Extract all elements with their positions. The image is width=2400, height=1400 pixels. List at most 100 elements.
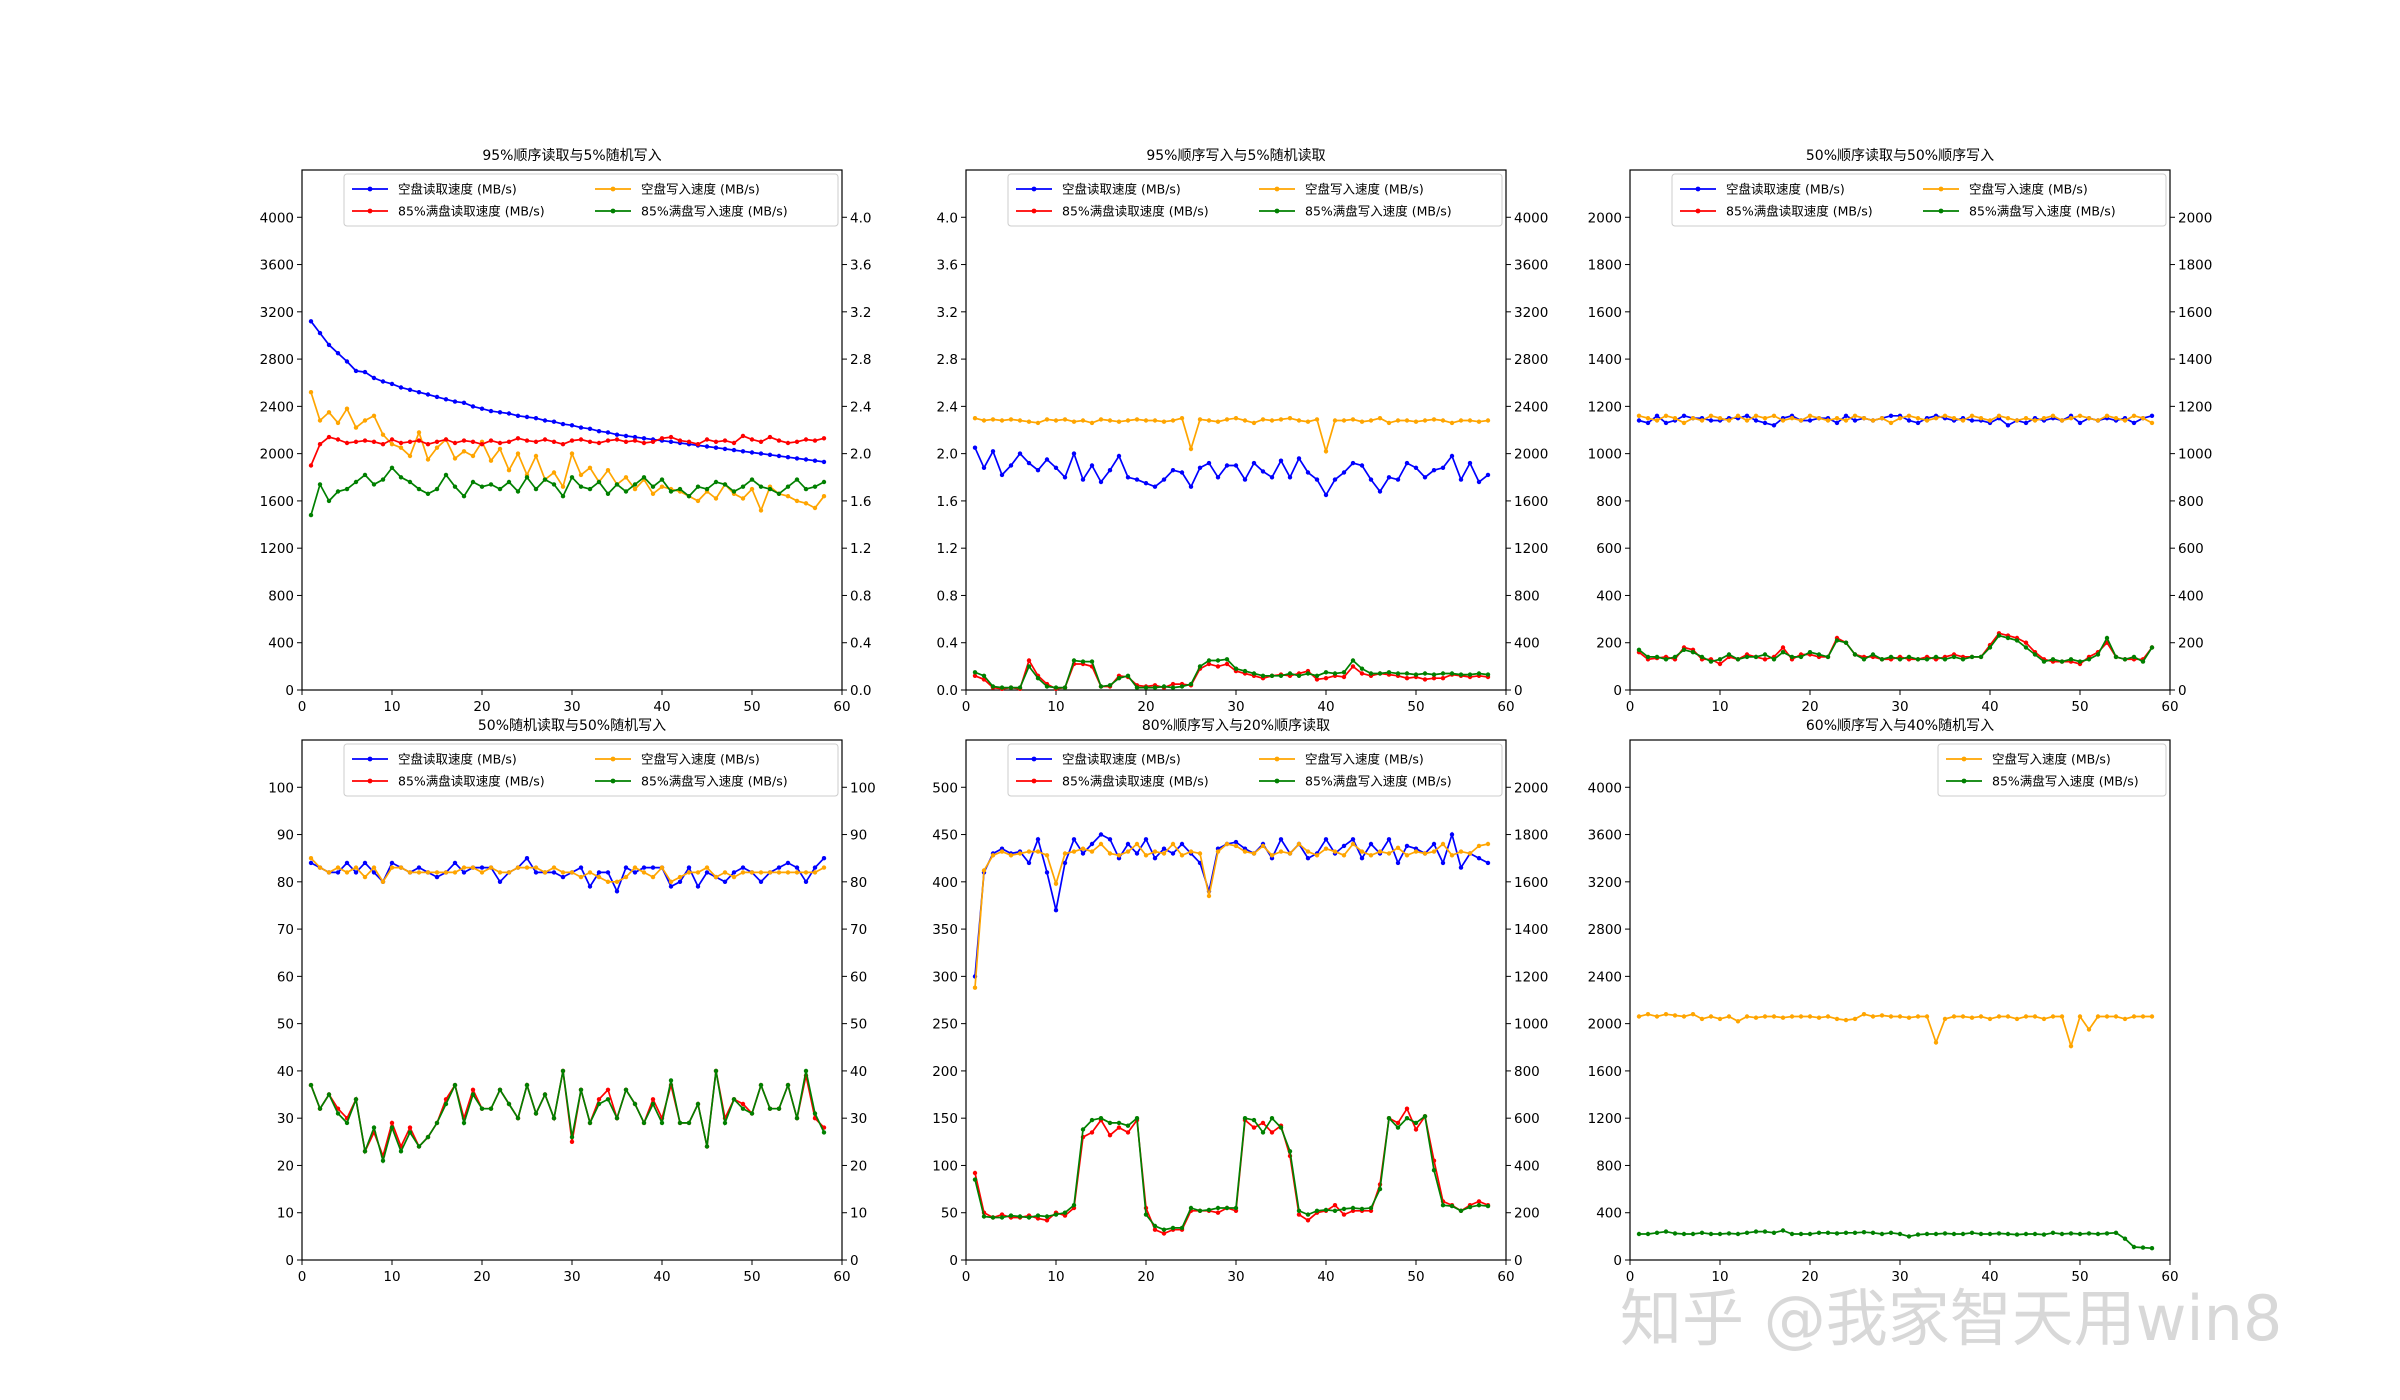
data-point [335,1111,341,1116]
data-point [2104,635,2110,641]
data-point [1834,1231,1840,1236]
data-point [1987,1231,1993,1237]
data-point [326,498,332,504]
legend-label: 空盘写入速度 (MB/s) [641,182,760,197]
data-point [1645,416,1651,421]
data-point [1906,654,1912,660]
data-point [452,870,458,875]
data-point [981,1214,987,1219]
data-point [1897,416,1903,421]
data-point [569,870,575,875]
y-tick-label: 2.0 [937,447,958,463]
data-point [2131,654,2137,660]
series-line [974,831,1489,977]
data-point [1089,1130,1095,1135]
series-line [974,658,1489,689]
data-point [794,865,800,870]
data-point [2014,418,2020,423]
data-point [1404,1116,1410,1121]
data-point [785,440,791,446]
data-point [2023,640,2029,645]
data-point [1143,418,1149,423]
data-point [1170,681,1176,687]
data-point [1663,420,1669,426]
data-point [1960,1231,1966,1237]
data-point [1762,652,1768,657]
data-point [1404,843,1410,849]
data-point [2059,418,2065,423]
data-point [1672,1013,1678,1018]
data-point [1170,841,1176,847]
data-point [560,1068,566,1074]
data-point [1314,417,1320,422]
y-tick-label: 0 [949,1253,958,1269]
data-point [380,1158,386,1163]
data-point [740,484,746,489]
data-point [2104,413,2110,418]
data-point [677,874,683,880]
data-point [2086,1231,2092,1236]
data-point [2059,1231,2065,1237]
data-point [1305,856,1311,861]
y2-tick-label: 4000 [1514,210,1548,226]
x-tick-label: 60 [833,1269,850,1285]
data-point [2050,1230,2056,1236]
data-point [1269,673,1275,678]
data-point [1287,851,1293,856]
data-point [1107,851,1113,856]
data-point [470,1092,476,1097]
data-point [551,419,557,424]
data-point [1017,451,1023,456]
legend: 空盘读取速度 (MB/s) 空盘写入速度 (MB/s) 85%满盘读取速度 (MB/… [343,743,839,797]
data-point [605,438,611,443]
y-tick-label: 250 [932,1017,958,1033]
data-point [1888,420,1894,426]
y-tick-label: 60 [277,969,294,985]
data-point [1242,418,1248,423]
data-point [767,486,773,492]
data-point [1807,413,1813,418]
data-point [1107,683,1113,688]
y2-tick-label: 100 [850,780,876,796]
data-point [1134,851,1140,856]
data-point [1933,1231,1939,1237]
data-point [1008,1213,1014,1218]
data-point [569,451,575,456]
data-point [1476,856,1482,861]
data-point [2041,416,2047,421]
y2-tick-label: 400 [2178,588,2204,604]
data-point [1969,418,1975,423]
data-point [425,1134,431,1140]
series-line [310,466,825,516]
data-point [1449,453,1455,459]
data-point [317,418,323,423]
data-point [1125,673,1131,678]
data-point [794,439,800,444]
data-point [686,865,692,870]
y2-tick-label: 1000 [2178,447,2212,463]
data-point [1807,418,1813,423]
series-line [1639,1229,2153,1250]
legend-box [343,173,839,227]
y-tick-label: 3200 [1588,875,1622,891]
data-point [425,457,431,462]
data-point [587,486,593,492]
x-tick-label: 60 [2161,1269,2178,1285]
data-point [1888,1014,1894,1019]
data-point [758,439,764,444]
data-point [1825,654,1831,660]
data-point [794,477,800,482]
data-point [2023,420,2029,426]
data-point [1242,849,1248,854]
legend-label: 85%满盘写入速度 (MB/s) [1305,204,1452,219]
data-point [1332,1203,1338,1208]
data-point [758,451,764,456]
data-point [1116,419,1122,424]
data-point [632,438,638,443]
data-point [1026,658,1032,663]
data-point [1368,853,1374,858]
data-point [1323,846,1329,851]
data-point [803,486,809,492]
data-point [668,884,674,889]
data-point [731,489,737,494]
